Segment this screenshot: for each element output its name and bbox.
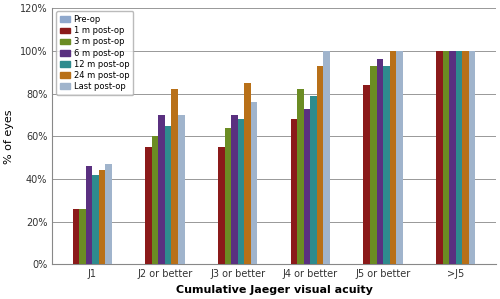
Bar	[390, 51, 396, 264]
Bar	[218, 147, 224, 264]
Bar	[324, 51, 330, 264]
Bar	[462, 51, 469, 264]
Bar	[250, 102, 258, 264]
Bar	[224, 128, 231, 264]
Bar	[238, 119, 244, 264]
Bar	[376, 60, 383, 264]
Bar	[152, 136, 158, 264]
X-axis label: Cumulative Jaeger visual acuity: Cumulative Jaeger visual acuity	[176, 285, 372, 295]
Bar	[231, 115, 237, 264]
Bar	[79, 209, 86, 264]
Y-axis label: % of eyes: % of eyes	[4, 109, 14, 164]
Bar	[86, 166, 92, 264]
Bar	[165, 126, 172, 264]
Bar	[456, 51, 462, 264]
Bar	[364, 85, 370, 264]
Bar	[99, 170, 105, 264]
Bar	[442, 51, 450, 264]
Bar	[72, 209, 79, 264]
Legend: Pre-op, 1 m post-op, 3 m post-op, 6 m post-op, 12 m post-op, 24 m post-op, Last : Pre-op, 1 m post-op, 3 m post-op, 6 m po…	[56, 11, 134, 95]
Bar	[92, 175, 99, 264]
Bar	[178, 115, 184, 264]
Bar	[436, 51, 442, 264]
Bar	[106, 164, 112, 264]
Bar	[310, 96, 317, 264]
Bar	[244, 83, 250, 264]
Bar	[146, 147, 152, 264]
Bar	[158, 115, 165, 264]
Bar	[304, 109, 310, 264]
Bar	[450, 51, 456, 264]
Bar	[290, 119, 298, 264]
Bar	[172, 89, 178, 264]
Bar	[469, 51, 476, 264]
Bar	[383, 66, 390, 264]
Bar	[298, 89, 304, 264]
Bar	[317, 66, 324, 264]
Bar	[396, 51, 402, 264]
Bar	[370, 66, 376, 264]
